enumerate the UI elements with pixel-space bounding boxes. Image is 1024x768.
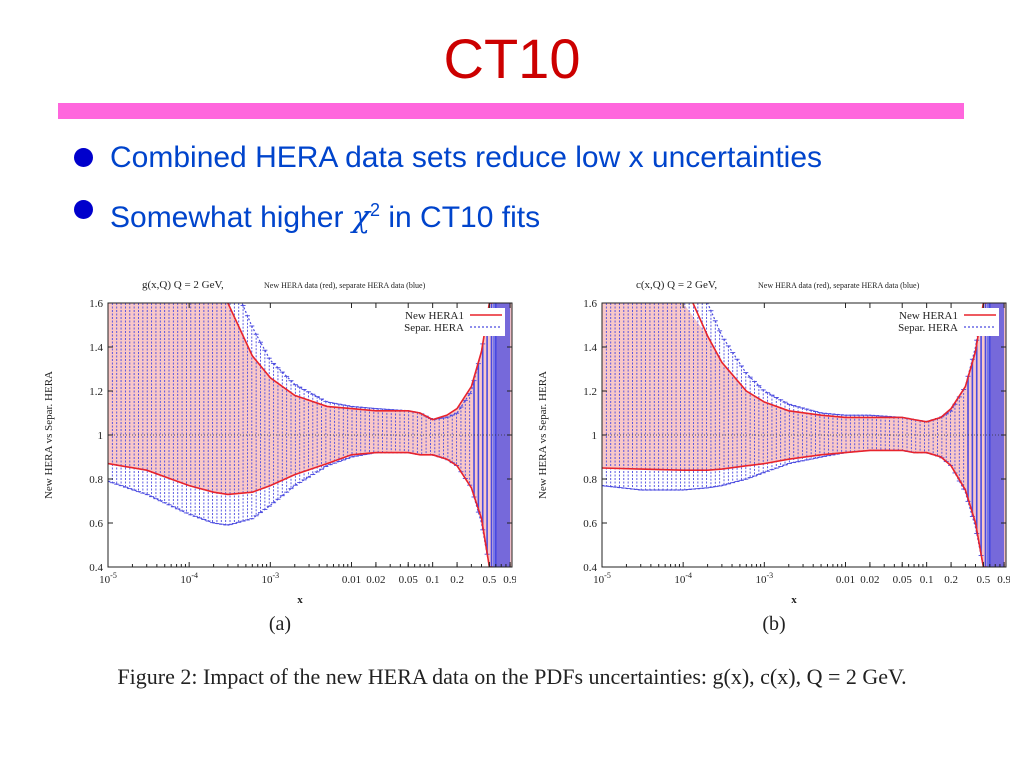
x-tick-label: 10-3	[755, 571, 773, 586]
x-axis-label: x	[791, 594, 797, 606]
slide-title: CT10	[443, 27, 581, 90]
legend-label: Separ. HERA	[898, 322, 958, 334]
x-tick-label: 0.05	[893, 574, 913, 586]
figure-panel-a: g(x,Q) Q = 2 GeV, New HERA data (red), se…	[36, 270, 516, 640]
x-tick-label: 10-5	[593, 571, 611, 586]
y-tick-label: 0.6	[89, 518, 103, 530]
x-tick-label: 0.1	[426, 574, 440, 586]
y-axis-label: New HERA vs Separ. HERA	[537, 371, 549, 499]
x-tick-label: 10-4	[674, 571, 692, 586]
y-tick-label: 1.6	[89, 298, 103, 310]
y-tick-label: 1.4	[583, 342, 597, 354]
bullet-item: Combined HERA data sets reduce low x unc…	[74, 138, 822, 190]
x-tick-label: 0.1	[920, 574, 934, 586]
chart-subtitle: New HERA data (red), separate HERA data …	[264, 281, 426, 290]
y-tick-label: 1.6	[583, 298, 597, 310]
x-tick-label: 0.02	[860, 574, 879, 586]
x-tick-label: 10-5	[99, 571, 117, 586]
y-tick-label: 1	[98, 430, 104, 442]
panel-label: (a)	[269, 613, 291, 635]
x-tick-label: 0.05	[399, 574, 419, 586]
bullet-item: Somewhat higher χ2 in CT10 fits	[74, 190, 822, 242]
x-tick-label: 0.9	[997, 574, 1010, 586]
x-axis-label: x	[297, 594, 303, 606]
chart-c: c(x,Q) Q = 2 GeV, New HERA data (red), se…	[537, 279, 1010, 635]
legend-background	[380, 308, 505, 336]
y-tick-label: 1.4	[89, 342, 103, 354]
legend-label: New HERA1	[899, 310, 958, 322]
x-tick-label: 0.01	[342, 574, 361, 586]
figure-caption: Figure 2: Impact of the new HERA data on…	[117, 664, 907, 689]
x-tick-label: 0.01	[836, 574, 855, 586]
bullet-text-after: in CT10 fits	[380, 201, 541, 234]
x-tick-label: 0.2	[450, 574, 464, 586]
red-envelope-lower	[108, 451, 493, 567]
legend-label: New HERA1	[405, 310, 464, 322]
y-tick-label: 0.6	[583, 518, 597, 530]
red-envelope-upper	[692, 303, 987, 423]
bullet-text: Somewhat higher	[110, 201, 352, 234]
title-divider	[58, 103, 964, 119]
legend-label: Separ. HERA	[404, 322, 464, 334]
x-tick-label: 0.2	[944, 574, 958, 586]
y-tick-label: 0.4	[583, 562, 597, 574]
chart-title: c(x,Q) Q = 2 GeV,	[636, 279, 717, 291]
bullet-list: Combined HERA data sets reduce low x unc…	[74, 138, 822, 242]
x-tick-label: 0.5	[977, 574, 991, 586]
chart-subtitle: New HERA data (red), separate HERA data …	[758, 281, 920, 290]
chart-g: g(x,Q) Q = 2 GeV, New HERA data (red), se…	[43, 279, 516, 635]
x-tick-label: 0.02	[366, 574, 385, 586]
y-tick-label: 1.2	[583, 386, 597, 398]
y-tick-label: 0.8	[89, 474, 103, 486]
y-tick-label: 0.8	[583, 474, 597, 486]
x-tick-label: 10-3	[261, 571, 279, 586]
red-envelope-upper	[226, 303, 493, 421]
chi-symbol: χ	[351, 200, 370, 235]
x-tick-label: 10-4	[180, 571, 198, 586]
legend-background	[874, 308, 999, 336]
y-tick-label: 1	[592, 430, 598, 442]
x-tick-label: 0.9	[503, 574, 516, 586]
figure-panel-b: c(x,Q) Q = 2 GeV, New HERA data (red), se…	[530, 270, 1010, 640]
chi-superscript: 2	[370, 200, 381, 220]
bullet-text: Combined HERA data sets reduce low x unc…	[110, 141, 823, 174]
red-envelope-lower	[602, 449, 987, 567]
panel-label: (b)	[762, 613, 785, 635]
blue-envelope-upper	[241, 303, 496, 421]
chart-title: g(x,Q) Q = 2 GeV,	[142, 279, 224, 291]
y-tick-label: 0.4	[89, 562, 103, 574]
bullet-dot-icon	[74, 200, 93, 219]
y-axis-label: New HERA vs Separ. HERA	[43, 371, 55, 499]
bullet-dot-icon	[74, 148, 93, 167]
x-tick-label: 0.5	[483, 574, 497, 586]
y-tick-label: 1.2	[89, 386, 103, 398]
